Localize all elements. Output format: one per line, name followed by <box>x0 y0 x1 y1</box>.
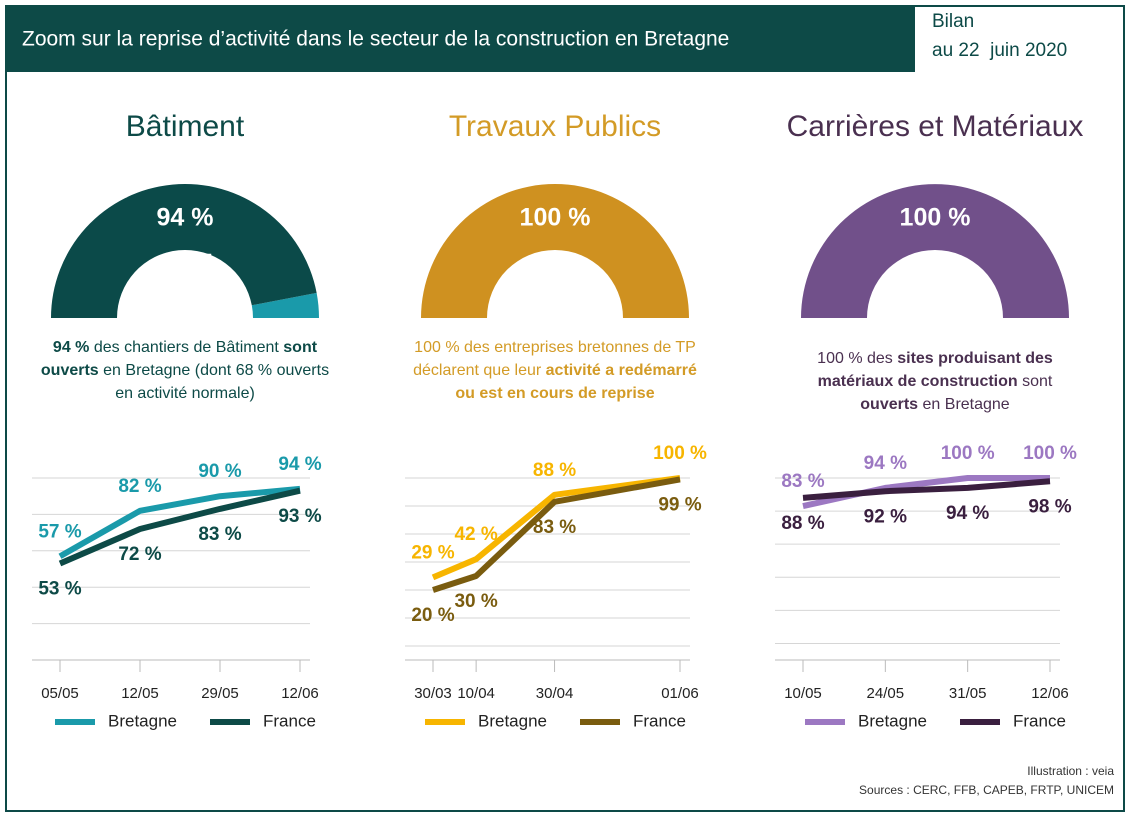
value-label: 88 % <box>781 513 824 534</box>
x-tick-label: 30/04 <box>536 685 574 702</box>
gauge-value <box>421 183 689 318</box>
gauge-label: 94 % <box>157 204 214 232</box>
value-label: 29 % <box>411 542 454 563</box>
value-label: 98 % <box>1028 496 1071 517</box>
description-text: sont ouverts <box>40 339 318 379</box>
value-label: 100 % <box>653 443 707 464</box>
value-label: 99 % <box>658 494 701 515</box>
building-icon <box>154 253 212 318</box>
header-bar <box>5 5 915 72</box>
gauge-value <box>801 184 1069 318</box>
series-line <box>58 487 301 567</box>
series-line <box>802 478 1051 501</box>
description-text: activité a redémarré ou est en cours de … <box>455 362 697 402</box>
value-label: 72 % <box>118 544 161 565</box>
value-label: 83 % <box>533 517 576 538</box>
value-label: 88 % <box>533 460 576 481</box>
description-text: 94 % <box>52 339 90 356</box>
x-tick-label: 01/06 <box>661 685 699 702</box>
description-text: des chantiers de Bâtiment <box>89 339 284 356</box>
series-line <box>432 476 681 593</box>
legend-label: Bretagne <box>108 711 177 730</box>
x-tick-label: 12/05 <box>121 685 159 702</box>
description: 100 % des entreprises bretonnes de TP dé… <box>410 336 700 405</box>
value-label: 20 % <box>411 605 454 626</box>
date-label: Bilan <box>932 11 974 32</box>
legend-label: Bretagne <box>858 711 927 730</box>
x-tick-label: 10/05 <box>784 685 822 702</box>
description-text: 100 % des entreprises bretonnes de TP dé… <box>413 339 696 379</box>
header-title: Zoom sur la reprise d’activité dans le s… <box>22 28 729 51</box>
value-label: 42 % <box>454 524 497 545</box>
value-label: 82 % <box>118 476 161 497</box>
description-text: sont <box>1017 373 1053 390</box>
sources: Sources : CERC, FFB, CAPEB, FRTP, UNICEM <box>859 783 1114 797</box>
panel-title: Travaux Publics <box>449 110 661 143</box>
panel-title: Carrières et Matériaux <box>787 110 1084 143</box>
x-tick-label: 30/03 <box>414 685 452 702</box>
x-tick-label: 12/06 <box>281 685 319 702</box>
value-label: 100 % <box>1023 443 1077 464</box>
gauge-rest <box>251 292 319 318</box>
value-label: 90 % <box>198 461 241 482</box>
description-text: en Bretagne <box>918 396 1010 413</box>
description-text: en Bretagne (dont 68 % ouverts en activi… <box>98 362 330 402</box>
panel-title: Bâtiment <box>126 110 245 143</box>
x-tick-label: 05/05 <box>41 685 79 702</box>
legend-label: France <box>263 711 316 730</box>
value-label: 94 % <box>864 453 907 474</box>
date: au 22 juin 2020 <box>932 40 1067 61</box>
value-label: 94 % <box>278 454 321 475</box>
excavator-icon <box>524 260 584 310</box>
gauge-label: 100 % <box>900 204 971 232</box>
x-tick-label: 31/05 <box>949 685 987 702</box>
description: 94 % des chantiers de Bâtiment sont ouve… <box>40 336 330 405</box>
description-text: ouverts <box>860 396 919 413</box>
value-label: 92 % <box>864 506 907 527</box>
series-line <box>58 485 301 559</box>
gauge-label: 100 % <box>520 204 591 232</box>
gauge-value <box>51 183 317 318</box>
x-tick-label: 29/05 <box>201 685 239 702</box>
value-label: 100 % <box>941 443 995 464</box>
series-line <box>431 475 681 581</box>
x-tick-label: 12/06 <box>1031 685 1069 702</box>
description: 100 % des sites produisant des matériaux… <box>790 347 1080 416</box>
legend-label: Bretagne <box>478 711 547 730</box>
illustration-credit: Illustration : veia <box>1027 764 1114 778</box>
x-tick-label: 24/05 <box>867 685 905 702</box>
value-label: 83 % <box>781 471 824 492</box>
value-label: 53 % <box>38 579 81 600</box>
description-text: sites produisant des matériaux de constr… <box>817 350 1053 390</box>
value-label: 30 % <box>454 591 497 612</box>
truck-icon <box>906 278 967 315</box>
value-label: 93 % <box>278 506 321 527</box>
value-label: 83 % <box>198 524 241 545</box>
description-text: 100 % des <box>817 350 898 367</box>
value-label: 94 % <box>946 503 989 524</box>
value-label: 57 % <box>38 521 81 542</box>
x-tick-label: 10/04 <box>457 685 495 702</box>
legend-label: France <box>1013 711 1066 730</box>
legend-label: France <box>633 711 686 730</box>
